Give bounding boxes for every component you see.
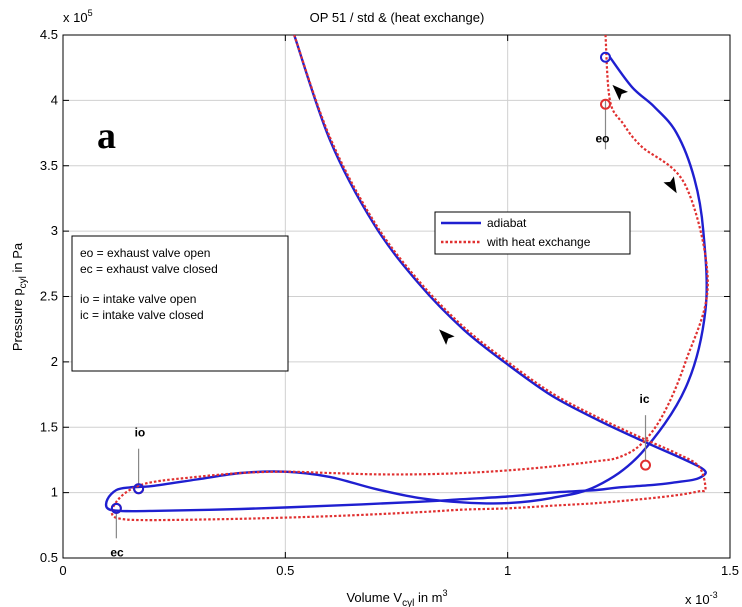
y-tick-label: 4.5 bbox=[40, 27, 58, 42]
note-io: io = intake valve open bbox=[80, 292, 196, 306]
x-tick-label: 0.5 bbox=[276, 563, 294, 578]
chart-title: OP 51 / std & (heat exchange) bbox=[310, 10, 485, 25]
y-tick-label: 3.5 bbox=[40, 158, 58, 173]
legend: adiabat with heat exchange bbox=[434, 211, 631, 255]
marker-label-io: io bbox=[135, 426, 146, 440]
marker-label-eo: eo bbox=[595, 131, 609, 145]
x-axis-label: Volume Vcyl in m3 bbox=[346, 588, 447, 607]
y-tick-label: 2.5 bbox=[40, 289, 58, 304]
notes-box: eo = exhaust valve open ec = exhaust val… bbox=[71, 235, 289, 372]
direction-arrow bbox=[439, 329, 455, 345]
x-tick-label: 1 bbox=[504, 563, 511, 578]
legend-label-adiabat: adiabat bbox=[487, 216, 527, 230]
marker-point bbox=[599, 51, 611, 63]
marker-point-ic bbox=[640, 459, 652, 471]
direction-arrow bbox=[663, 176, 677, 194]
marker-point bbox=[110, 502, 122, 514]
series-line-adiabat bbox=[104, 35, 708, 513]
y-axis-label: Pressure pcyl in Pa bbox=[10, 242, 29, 351]
y-axis-multiplier: x 105 bbox=[63, 8, 93, 25]
y-tick-label: 1 bbox=[51, 485, 58, 500]
marker-label-ec: ec bbox=[110, 545, 124, 559]
notes-box-frame bbox=[71, 235, 289, 372]
series-line-heat-exchange bbox=[110, 35, 709, 522]
note-eo: eo = exhaust valve open bbox=[80, 246, 210, 260]
y-tick-label: 4 bbox=[51, 92, 58, 107]
marker-point-eo bbox=[599, 98, 611, 110]
x-axis-multiplier: x 10-3 bbox=[685, 590, 718, 607]
note-ec: ec = exhaust valve closed bbox=[80, 262, 218, 276]
annotation-layer: eo ic io ec bbox=[110, 51, 677, 559]
y-tick-label: 2 bbox=[51, 354, 58, 369]
legend-label-heat-exchange: with heat exchange bbox=[486, 235, 591, 249]
note-ic: ic = intake valve closed bbox=[80, 308, 204, 322]
marker-label-ic: ic bbox=[640, 392, 650, 406]
legend-frame bbox=[434, 211, 631, 255]
marker-point bbox=[133, 483, 145, 495]
panel-label: a bbox=[97, 115, 116, 157]
series-layer bbox=[104, 35, 709, 522]
x-tick-label: 0 bbox=[59, 563, 66, 578]
x-tick-label: 1.5 bbox=[721, 563, 739, 578]
y-tick-label: 1.5 bbox=[40, 419, 58, 434]
direction-arrow bbox=[612, 84, 628, 101]
y-tick-label: 0.5 bbox=[40, 550, 58, 565]
y-tick-label: 3 bbox=[51, 223, 58, 238]
axis-ticks: 0 0.5 1 1.50.511.522.533.544.5 bbox=[40, 27, 739, 578]
